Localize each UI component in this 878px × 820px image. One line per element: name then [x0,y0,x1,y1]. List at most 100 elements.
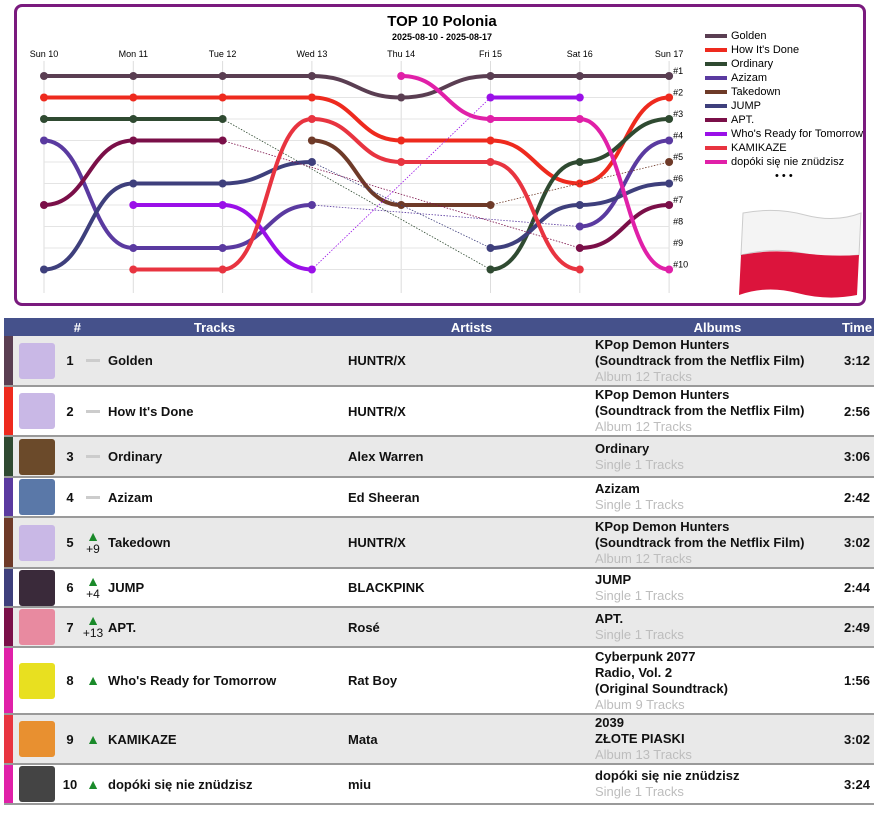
series-point [129,93,138,102]
album-line[interactable]: APT. [595,611,624,626]
album-thumbnail[interactable] [19,342,55,379]
album-line[interactable]: dopóki się nie znüdzisz [595,768,740,783]
artist-name[interactable]: HUNTR/X [348,517,595,569]
album-line[interactable]: Azizam [595,481,640,496]
x-tick-label: Thu 14 [387,49,415,59]
legend-swatch [705,104,727,108]
table-row[interactable]: 1 Golden HUNTR/X KPop Demon Hunters (Soun… [4,336,874,387]
table-row[interactable]: 3 Ordinary Alex Warren Ordinary Single 1 … [4,436,874,478]
artist-name[interactable]: Mata [348,714,595,765]
table-row[interactable]: 5 ▲ +9 Takedown HUNTR/X KPop Demon Hunter… [4,517,874,569]
series-point [129,244,138,252]
series-point [218,201,227,209]
legend-label: How It's Done [731,44,800,56]
rank: 5 [59,517,81,569]
track-name[interactable]: Azizam [105,477,348,518]
artist-name[interactable]: Rosé [348,607,595,648]
artist-name[interactable]: Rat Boy [348,647,595,715]
album-meta: Single 1 Tracks [595,456,684,472]
rank: 3 [59,436,81,478]
album-thumbnail[interactable] [19,393,55,429]
up-arrow-icon: ▲ [86,572,100,589]
album-meta: Single 1 Tracks [595,587,684,603]
track-name[interactable]: dopóki się nie znüdzisz [105,764,348,805]
series-point [665,265,674,274]
table-row[interactable]: 4 Azizam Ed Sheeran Azizam Single 1 Track… [4,477,874,518]
album-line[interactable]: Cyberpunk 2077 [595,648,696,664]
series-line-0 [42,73,672,100]
album-thumbnail[interactable] [19,662,55,699]
album-line[interactable]: KPop Demon Hunters [595,387,730,402]
table-row[interactable]: 8 ▲ Who's Ready for Tomorrow Rat Boy Cyb… [4,647,874,715]
album-thumbnail[interactable] [19,569,55,606]
album-line[interactable]: (Soundtrack from the Netflix Film) [595,403,805,418]
album-line[interactable]: Ordinary [595,440,650,456]
series-point [486,93,495,102]
track-time: 3:12 [840,336,874,387]
x-tick-label: Sun 17 [655,49,684,59]
series-point [397,136,406,145]
album-line[interactable]: KPop Demon Hunters [595,518,730,534]
series-point [218,265,227,274]
series-point [665,115,674,123]
header-rank: # [4,318,81,336]
album-meta: Single 1 Tracks [595,784,684,799]
artist-name[interactable]: HUNTR/X [348,336,595,387]
album-thumbnail[interactable] [19,524,55,561]
series-point [665,136,674,145]
no-change-icon [86,409,100,413]
legend-label: APT. [731,114,755,126]
series-point [575,115,584,123]
artist-name[interactable]: miu [348,764,595,805]
color-strip [4,647,13,715]
series-point [575,244,584,252]
track-name[interactable]: Golden [105,336,348,387]
legend-more: • • • [775,170,793,182]
artist-name[interactable]: BLACKPINK [348,568,595,608]
table-header: # Tracks Artists Albums Time [4,318,874,336]
track-name[interactable]: JUMP [105,568,348,608]
artist-name[interactable]: Alex Warren [348,436,595,478]
series-point [486,265,495,274]
album-thumbnail[interactable] [19,609,55,645]
table-row[interactable]: 6 ▲ +4 JUMP BLACKPINK JUMP Single 1 Tracks… [4,568,874,608]
track-name[interactable]: Who's Ready for Tomorrow [105,647,348,715]
album-line[interactable]: Radio, Vol. 2 [595,664,673,680]
track-name[interactable]: How It's Done [105,386,348,437]
album-thumbnail[interactable] [19,479,55,515]
table-row[interactable]: 7 ▲ +13 APT. Rosé APT. Single 1 Tracks 2:4… [4,607,874,648]
color-strip [4,386,13,437]
rank-label: #10 [673,260,688,270]
legend-swatch [705,76,727,80]
album-meta: Album 12 Tracks [595,550,692,566]
legend-item: Ordinary [705,57,875,71]
legend-label: dopóki się nie znüdzisz [731,156,845,168]
album-line[interactable]: JUMP [595,571,632,587]
track-time: 3:24 [840,764,874,805]
album-line[interactable]: KPop Demon Hunters [595,336,730,352]
album-thumbnail[interactable] [19,721,55,757]
album-line[interactable]: ZŁOTE PIASKI [595,731,685,746]
legend-swatch [705,160,727,164]
series-point [129,136,138,145]
album-thumbnail[interactable] [19,766,55,802]
track-name[interactable]: Takedown [105,517,348,569]
track-name[interactable]: Ordinary [105,436,348,478]
series-point [307,115,316,123]
track-name[interactable]: KAMIKAZE [105,714,348,765]
series-point [40,115,48,123]
album-line[interactable]: (Soundtrack from the Netflix Film) [595,534,805,550]
artist-name[interactable]: Ed Sheeran [348,477,595,518]
table-row[interactable]: 10 ▲ dopóki się nie znüdzisz miu dopóki … [4,764,874,805]
track-name[interactable]: APT. [105,607,348,648]
album-line[interactable]: 2039 [595,715,624,730]
series-point [129,72,138,80]
album-line[interactable]: (Original Soundtrack) [595,680,728,696]
series-point [665,93,674,102]
table-row[interactable]: 9 ▲ KAMIKAZE Mata 2039 ZŁOTE PIASKI Album … [4,714,874,765]
table-row[interactable]: 2 How It's Done HUNTR/X KPop Demon Hunte… [4,386,874,437]
series-point [129,179,138,188]
artist-name[interactable]: HUNTR/X [348,386,595,437]
album-thumbnail[interactable] [19,438,55,475]
album-line[interactable]: (Soundtrack from the Netflix Film) [595,352,805,368]
